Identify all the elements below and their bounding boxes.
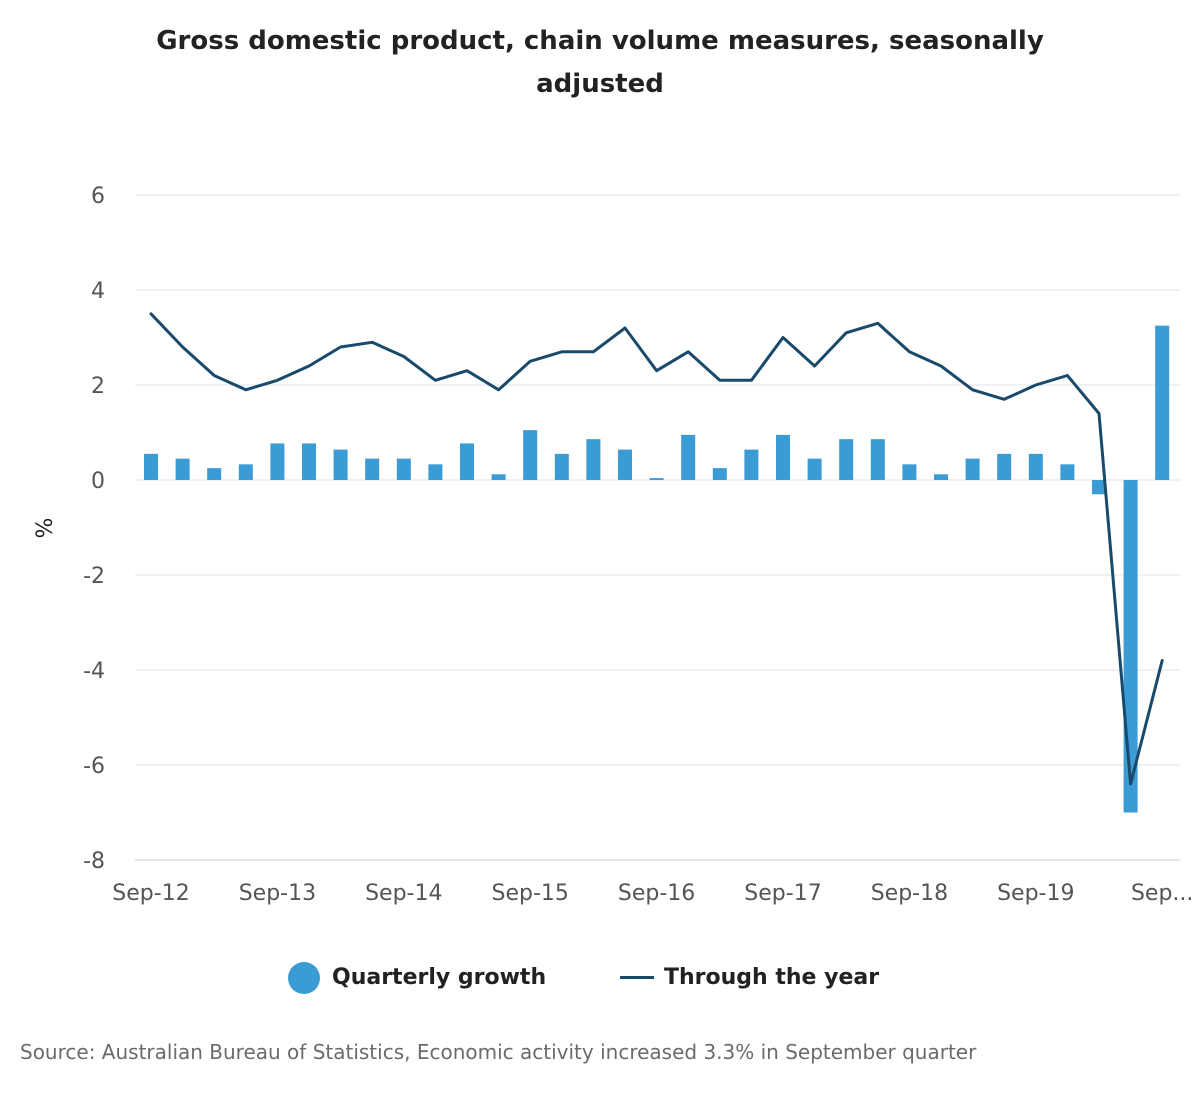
y-tick-label: 6 xyxy=(91,184,105,209)
x-tick-label: Sep-14 xyxy=(365,881,442,906)
bar xyxy=(491,474,506,480)
bar xyxy=(807,458,822,480)
bar xyxy=(681,434,696,480)
bar xyxy=(618,449,632,480)
x-tick-label: Sep-17 xyxy=(744,881,821,906)
y-tick-label: -8 xyxy=(83,849,105,874)
x-tick-label: Sep... xyxy=(1131,881,1193,906)
bar xyxy=(207,468,222,480)
chart-title: Gross domestic product, chain volume mea… xyxy=(156,26,1044,99)
bar xyxy=(934,474,948,480)
bar xyxy=(365,458,380,480)
y-tick-label: 4 xyxy=(91,279,105,304)
x-tick-label: Sep-18 xyxy=(871,881,948,906)
bar xyxy=(776,434,790,480)
x-tick-label: Sep-19 xyxy=(997,881,1074,906)
x-tick-label: Sep-13 xyxy=(239,881,316,906)
legend-label: Through the year xyxy=(664,965,880,990)
bar xyxy=(744,449,759,480)
legend: Quarterly growth Through the year xyxy=(0,955,1200,1000)
bar xyxy=(270,443,285,480)
bar xyxy=(839,439,854,480)
bar xyxy=(302,443,316,480)
x-axis: Sep-12 Sep-13 Sep-14 Sep-15 Sep-16 Sep-17 Sep-… xyxy=(112,881,1193,906)
bar xyxy=(997,453,1012,480)
y-axis: 6 4 2 0 -2 -4 -6 -8 xyxy=(83,184,105,874)
bar xyxy=(554,453,569,480)
y-tick-label: -6 xyxy=(83,754,105,779)
legend-item-through-the-year[interactable]: Through the year xyxy=(620,955,879,1000)
source-note: Source: Australian Bureau of Statistics,… xyxy=(20,1040,977,1064)
bar xyxy=(712,468,727,480)
x-tick-label: Sep-16 xyxy=(618,881,695,906)
y-tick-label: -2 xyxy=(83,564,105,589)
bar xyxy=(1092,480,1106,495)
bar xyxy=(586,439,601,480)
line-series xyxy=(149,312,1164,786)
bar xyxy=(902,464,917,480)
bar xyxy=(144,453,158,480)
y-tick-label: -4 xyxy=(83,659,105,684)
y-tick-label: 0 xyxy=(91,469,105,494)
bar xyxy=(965,458,980,480)
y-tick-label: 2 xyxy=(91,374,105,399)
x-tick-label: Sep-12 xyxy=(112,881,189,906)
legend-swatch-bar xyxy=(288,961,320,994)
bar xyxy=(1060,464,1075,480)
grid-lines xyxy=(135,194,1180,861)
bar xyxy=(175,458,190,480)
series-line xyxy=(149,312,1164,786)
legend-item-quarterly-growth[interactable]: Quarterly growth xyxy=(288,955,546,1000)
bar xyxy=(238,464,253,480)
legend-label: Quarterly growth xyxy=(332,965,547,990)
legend-swatch-line xyxy=(620,976,654,979)
bar xyxy=(870,439,885,480)
bar xyxy=(1028,453,1043,480)
bar-series xyxy=(144,325,1170,813)
x-tick-label: Sep-15 xyxy=(491,881,568,906)
bar xyxy=(1155,325,1170,480)
bar xyxy=(333,449,348,480)
bar xyxy=(428,464,443,480)
bar xyxy=(396,458,411,480)
bar xyxy=(523,430,538,480)
bar xyxy=(460,443,474,480)
bar xyxy=(649,478,664,480)
y-axis-label: % xyxy=(33,518,58,539)
